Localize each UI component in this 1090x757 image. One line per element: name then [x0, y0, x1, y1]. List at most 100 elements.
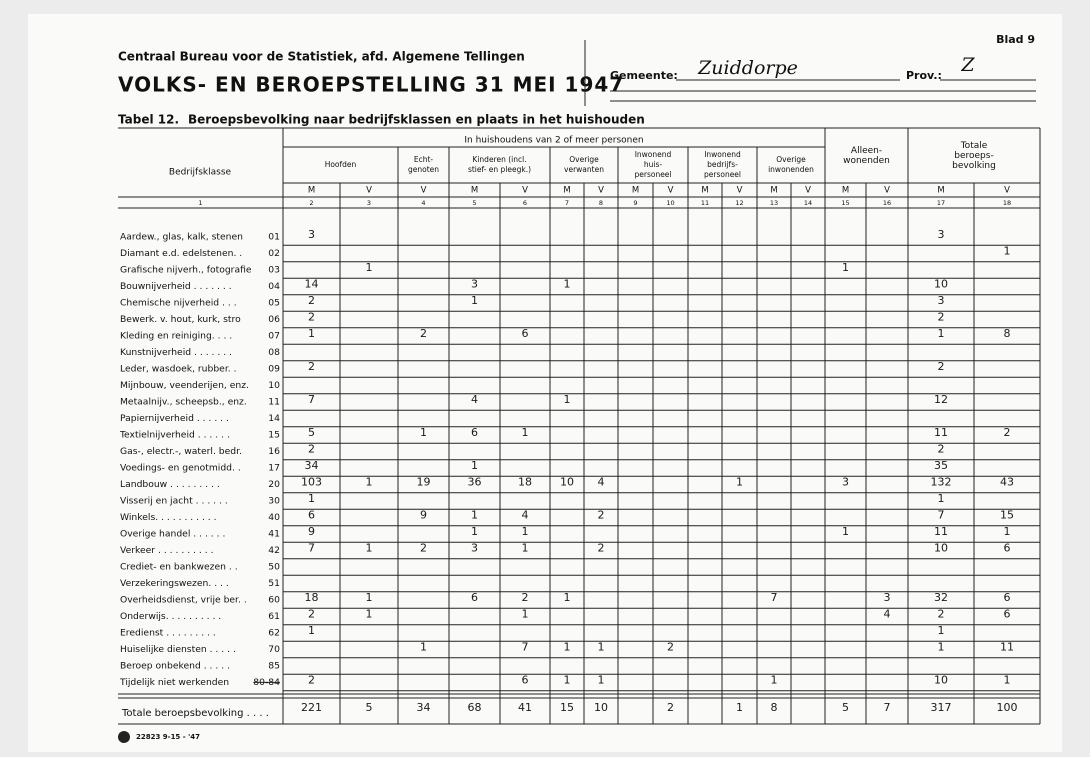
- handwritten-value: 7: [938, 509, 945, 522]
- row-code: 70: [268, 644, 280, 655]
- sub-header: M: [770, 186, 777, 196]
- handwritten-value: 221: [301, 701, 322, 714]
- handwritten-value: 7: [522, 641, 529, 654]
- sub-header: V: [884, 186, 890, 196]
- handwritten-value: 1: [1004, 674, 1011, 687]
- handwritten-value: 3: [471, 542, 478, 555]
- handwritten-value: 1: [771, 674, 778, 687]
- handwritten-value: 41: [518, 701, 532, 714]
- group-label: stief- en pleegk.): [468, 165, 531, 174]
- row-label: Crediet- en bankwezen . .: [120, 562, 238, 573]
- group-label: Hoofden: [325, 160, 357, 169]
- handwritten-value: 1: [938, 492, 945, 505]
- municipality: Zuiddorpe: [697, 57, 798, 79]
- handwritten-value: 5: [366, 701, 373, 714]
- handwritten-value: 1: [366, 476, 373, 489]
- handwritten-value: 1: [522, 542, 529, 555]
- handwritten-value: 15: [1000, 509, 1014, 522]
- column-number: 7: [565, 199, 569, 207]
- row-label: Kleding en reiniging. . . .: [120, 331, 232, 342]
- handwritten-value: 8: [1004, 327, 1011, 340]
- handwritten-value: 7: [308, 542, 315, 555]
- row-label: Mijnbouw, veenderijen, enz.: [120, 380, 249, 391]
- handwritten-value: 2: [1004, 426, 1011, 439]
- handwritten-value: 5: [308, 426, 315, 439]
- row-label: Huiselijke diensten . . . . .: [120, 644, 236, 655]
- handwritten-value: 1: [471, 459, 478, 472]
- handwritten-value: 1: [308, 492, 315, 505]
- handwritten-value: 2: [938, 443, 945, 456]
- handwritten-value: 32: [934, 591, 948, 604]
- handwritten-value: 2: [308, 608, 315, 621]
- handwritten-value: 7: [308, 393, 315, 406]
- row-code: 41: [268, 529, 280, 540]
- handwritten-value: 1: [366, 591, 373, 604]
- column-number: 17: [937, 199, 945, 207]
- column-number: 15: [841, 199, 849, 207]
- row-label: Bouwnijverheid . . . . . . .: [120, 281, 232, 292]
- handwritten-value: 3: [308, 228, 315, 241]
- row-code: 60: [268, 595, 280, 606]
- handwritten-value: 43: [1000, 476, 1014, 489]
- handwritten-value: 6: [522, 327, 529, 340]
- row-code: 03: [268, 265, 280, 276]
- table-title: Beroepsbevolking naar bedrijfsklassen en…: [188, 113, 645, 127]
- handwritten-value: 1: [842, 525, 849, 538]
- province: Z: [960, 54, 975, 76]
- row-label: Beroep onbekend . . . . .: [120, 661, 230, 672]
- row-code: 50: [268, 562, 280, 573]
- row-code: 14: [268, 413, 280, 424]
- handwritten-value: 1: [938, 327, 945, 340]
- handwritten-value: 11: [934, 525, 948, 538]
- group-label: Echt-: [414, 155, 434, 164]
- column-number: 18: [1003, 199, 1011, 207]
- group-label: Overige: [569, 155, 599, 164]
- row-label: Gas-, electr.-, waterl. bedr.: [120, 446, 242, 457]
- handwritten-value: 6: [471, 591, 478, 604]
- handwritten-value: 1: [736, 476, 743, 489]
- sub-header: M: [563, 186, 570, 196]
- row-code: 17: [268, 463, 280, 474]
- sub-header: M: [471, 186, 478, 196]
- handwritten-value: 3: [938, 294, 945, 307]
- handwritten-value: 34: [417, 701, 431, 714]
- row-label: Eredienst . . . . . . . . .: [120, 628, 216, 639]
- handwritten-value: 1: [736, 701, 743, 714]
- column-number: 8: [599, 199, 603, 207]
- handwritten-value: 1: [1004, 245, 1011, 258]
- handwritten-value: 2: [308, 311, 315, 324]
- handwritten-value: 6: [1004, 591, 1011, 604]
- handwritten-value: 1: [564, 641, 571, 654]
- handwritten-value: 35: [934, 459, 948, 472]
- handwritten-value: 2: [308, 443, 315, 456]
- group-label: Kinderen (incl.: [472, 155, 526, 164]
- handwritten-value: 7: [884, 701, 891, 714]
- handwritten-value: 11: [1000, 641, 1014, 654]
- handwritten-value: 4: [522, 509, 529, 522]
- handwritten-value: 1: [564, 674, 571, 687]
- handwritten-value: 5: [842, 701, 849, 714]
- column-number: 5: [472, 199, 476, 207]
- row-label: Overheidsdienst, vrije ber. .: [120, 595, 247, 606]
- handwritten-value: 2: [420, 542, 427, 555]
- row-code: 15: [268, 430, 280, 441]
- row-code: 11: [268, 397, 280, 408]
- handwritten-value: 2: [938, 311, 945, 324]
- sub-header: M: [842, 186, 849, 196]
- handwritten-value: 1: [420, 426, 427, 439]
- group-label: Totale: [960, 141, 988, 151]
- row-label: Onderwijs. . . . . . . . . .: [120, 611, 221, 622]
- handwritten-value: 3: [938, 228, 945, 241]
- handwritten-value: 1: [366, 542, 373, 555]
- column-number: 2: [309, 199, 313, 207]
- column-number: 1: [198, 199, 202, 207]
- handwritten-value: 2: [667, 701, 674, 714]
- handwritten-value: 6: [1004, 608, 1011, 621]
- row-label: Tijdelijk niet werkenden: [119, 677, 229, 688]
- row-code: 16: [268, 446, 280, 457]
- row-code: 80-84: [253, 677, 280, 688]
- handwritten-value: 15: [560, 701, 574, 714]
- handwritten-value: 4: [471, 393, 478, 406]
- row-label: Metaalnijv., scheepsb., enz.: [120, 397, 247, 408]
